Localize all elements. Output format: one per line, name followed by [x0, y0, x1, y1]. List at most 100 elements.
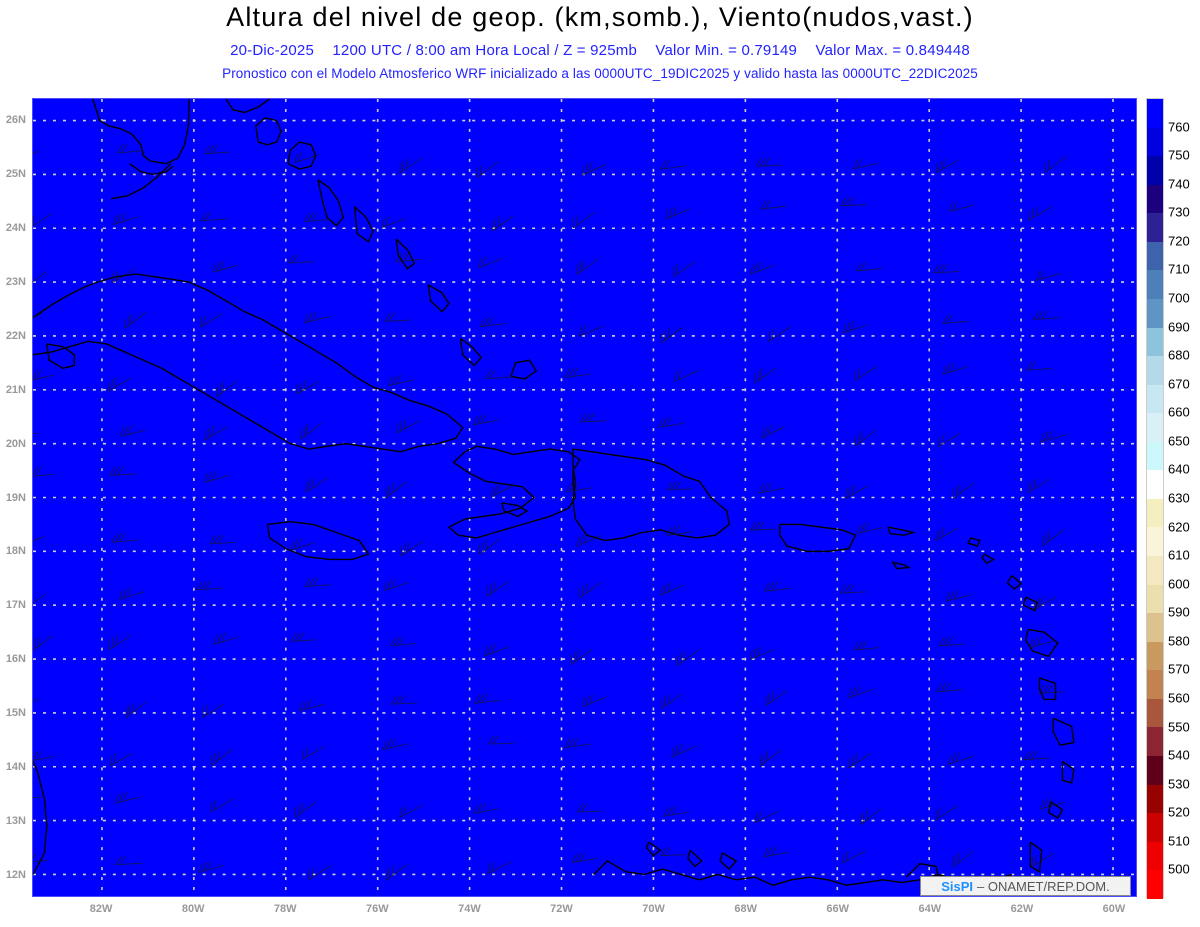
wind-barb [1040, 430, 1066, 443]
wind-barb [400, 541, 423, 557]
coastline [645, 841, 662, 857]
coastline [1061, 760, 1075, 784]
colorbar-band [1147, 613, 1163, 642]
wind-barb [212, 260, 238, 273]
colorbar-tick-730: 730 [1168, 204, 1190, 220]
wind-barb [33, 271, 47, 283]
wind-barb [938, 636, 965, 647]
lon-tick-72W: 72W [550, 903, 573, 915]
wind-barb [564, 367, 591, 379]
wind-barb [33, 312, 43, 319]
coastline [1006, 575, 1023, 590]
colorbar-band [1147, 670, 1163, 699]
wind-barb [114, 791, 141, 804]
wind-barb [937, 432, 961, 448]
wind-barb [117, 143, 144, 154]
wind-barb [935, 158, 959, 174]
coastline [266, 521, 370, 561]
wind-barb [856, 261, 883, 272]
colorbar-band [1147, 156, 1163, 185]
wind-barb [665, 206, 690, 220]
wind-barb [477, 256, 503, 269]
wind-barb [119, 425, 146, 437]
lat-tick-26N: 26N [5, 113, 26, 126]
subtitle-valor-max: Valor Max. = 0.849448 [815, 42, 970, 59]
wind-barb [933, 263, 960, 274]
colorbar-tick-510: 510 [1168, 833, 1190, 849]
wind-barb [676, 650, 699, 666]
coastline [779, 523, 857, 553]
coastline [129, 163, 174, 176]
lat-tick-23N: 23N [5, 275, 26, 288]
wind-barb [33, 369, 55, 381]
wind-barb [385, 481, 407, 498]
wind-barb [490, 483, 515, 498]
coastline [33, 761, 48, 875]
map-gridlines [33, 99, 1136, 896]
colorbar-tick-530: 530 [1168, 776, 1190, 792]
wind-barb [200, 211, 227, 222]
coastline [510, 359, 538, 380]
coastline [287, 141, 317, 170]
wind-barb [840, 196, 867, 207]
coastline [46, 343, 76, 369]
wind-barb [1023, 750, 1050, 761]
colorbar-band [1147, 213, 1163, 242]
colorbar-tick-670: 670 [1168, 376, 1190, 392]
wind-barb [305, 477, 328, 493]
wind-barb-field [33, 143, 1067, 881]
wind-barb [479, 538, 501, 555]
lat-tick-12N: 12N [5, 869, 26, 882]
wind-barb [765, 690, 788, 706]
coastline [572, 448, 730, 542]
coastline [981, 553, 995, 565]
lon-tick-68W: 68W [734, 903, 757, 915]
colorbar-band [1147, 870, 1163, 899]
colorbar-band [1147, 241, 1163, 271]
wind-barb [936, 682, 963, 693]
wind-barb [1029, 636, 1055, 649]
wind-barb [33, 635, 53, 652]
wind-barb [33, 467, 54, 477]
coastline [317, 179, 345, 227]
subtitle-time-local: 8:00 am Hora Local [415, 42, 550, 59]
wind-barb [109, 752, 134, 767]
page-title: Altura del nivel de geop. (km,somb.), Vi… [226, 2, 974, 32]
chart-header: Altura del nivel de geop. (km,somb.), Vi… [0, 0, 1200, 92]
wind-barb [115, 855, 142, 866]
wind-barb [671, 744, 696, 758]
colorbar-band [1147, 127, 1163, 157]
map-plot-area[interactable] [32, 98, 1137, 897]
colorbar-tick-500: 500 [1168, 861, 1190, 877]
coastline-outlines [33, 99, 1075, 886]
colorbar-band [1147, 298, 1163, 328]
wind-barb [33, 750, 55, 762]
coastline [33, 273, 464, 453]
subtitle-valor-min: Valor Min. = 0.79149 [655, 42, 798, 59]
colorbar-tick-760: 760 [1168, 119, 1190, 135]
wind-barb [853, 640, 880, 651]
colorbar[interactable] [1146, 98, 1164, 899]
coastline [395, 238, 416, 270]
lon-tick-62W: 62W [1010, 903, 1034, 915]
wind-barb [209, 534, 236, 545]
colorbar-band [1147, 327, 1163, 357]
wind-barb [108, 635, 132, 650]
lat-tick-15N: 15N [5, 707, 26, 720]
lat-tick-18N: 18N [5, 545, 26, 558]
subtitle-date: 20-Dic-2025 [230, 42, 314, 59]
wind-barb [472, 802, 499, 815]
colorbar-tick-520: 520 [1168, 804, 1190, 820]
colorbar-band [1147, 584, 1163, 614]
wind-barb [198, 860, 225, 873]
subtitle-time-utc: 1200 UTC [332, 42, 403, 59]
wind-barb [576, 258, 599, 275]
coastline [354, 206, 374, 243]
colorbar-tick-570: 570 [1168, 661, 1190, 677]
wind-barb [1042, 529, 1064, 547]
wind-barb [109, 466, 136, 476]
lon-tick-82W: 82W [89, 903, 113, 915]
coastline [1038, 677, 1057, 701]
wind-barb [852, 158, 879, 170]
coastline [459, 338, 483, 367]
